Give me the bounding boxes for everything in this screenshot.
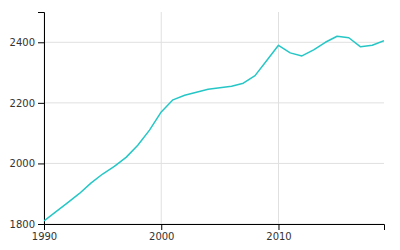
y-tick-mark [38,42,44,43]
x-axis: 1990 2000 2010 [32,224,385,242]
x-tick: 1990 [32,224,57,242]
y-grid-line [44,163,384,164]
y-tick-mark [38,163,44,164]
chart-container: 1990 2000 2010 1800 2000 2200 2400 [0,0,400,250]
plot-area [44,36,384,221]
y-tick: 1800 [10,219,44,230]
x-tick-mark [161,224,162,230]
grid [44,12,384,224]
y-tick-label: 1800 [10,219,35,230]
y-axis: 1800 2000 2200 2400 [10,13,45,230]
y-tick: 2400 [10,37,44,48]
y-tick: 2000 [10,158,44,169]
x-tick: 2000 [149,224,174,242]
y-tick-mark [38,103,44,104]
y-tick-mark [38,224,44,225]
x-tick-label: 1990 [32,231,57,242]
x-axis-line [45,225,385,231]
y-grid-line [44,102,384,103]
x-tick-label: 2000 [149,231,174,242]
x-tick-mark [278,224,279,230]
y-tick-label: 2200 [10,98,35,109]
x-grid-line [278,12,279,224]
data-line [44,36,384,221]
y-axis-line [38,13,45,225]
x-grid-line [161,12,162,224]
y-tick-label: 2400 [10,37,35,48]
chart-svg: 1990 2000 2010 1800 2000 2200 2400 [0,0,400,250]
y-tick: 2200 [10,98,44,109]
y-tick-label: 2000 [10,158,35,169]
x-tick-label: 2010 [266,231,291,242]
x-tick: 2010 [266,224,291,242]
y-grid-line [44,42,384,43]
